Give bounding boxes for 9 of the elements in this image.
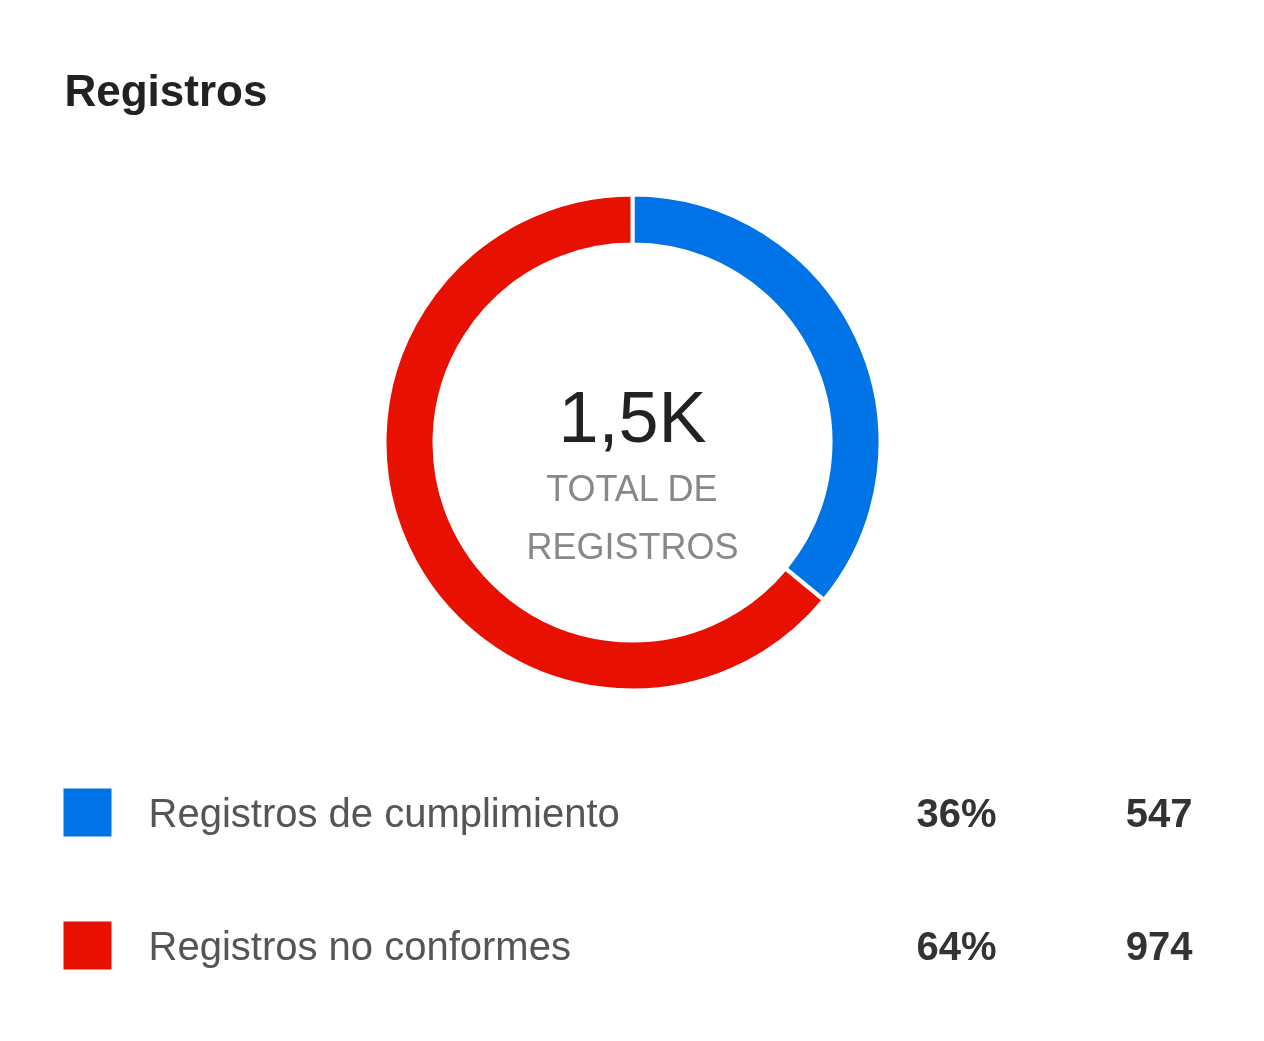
data-label: 974 [1125,923,1194,968]
text: 36% [916,790,997,835]
data-label: 547 [1125,790,1193,835]
text: 1,5K [558,376,707,457]
text: TOTAL DE REGISTROS [526,468,739,567]
text: 64% [916,923,997,968]
legend-label: Registros de cumplimiento [148,790,620,835]
legend-label: Registros no conformes [148,923,571,968]
chart-title: Registros [64,66,268,115]
